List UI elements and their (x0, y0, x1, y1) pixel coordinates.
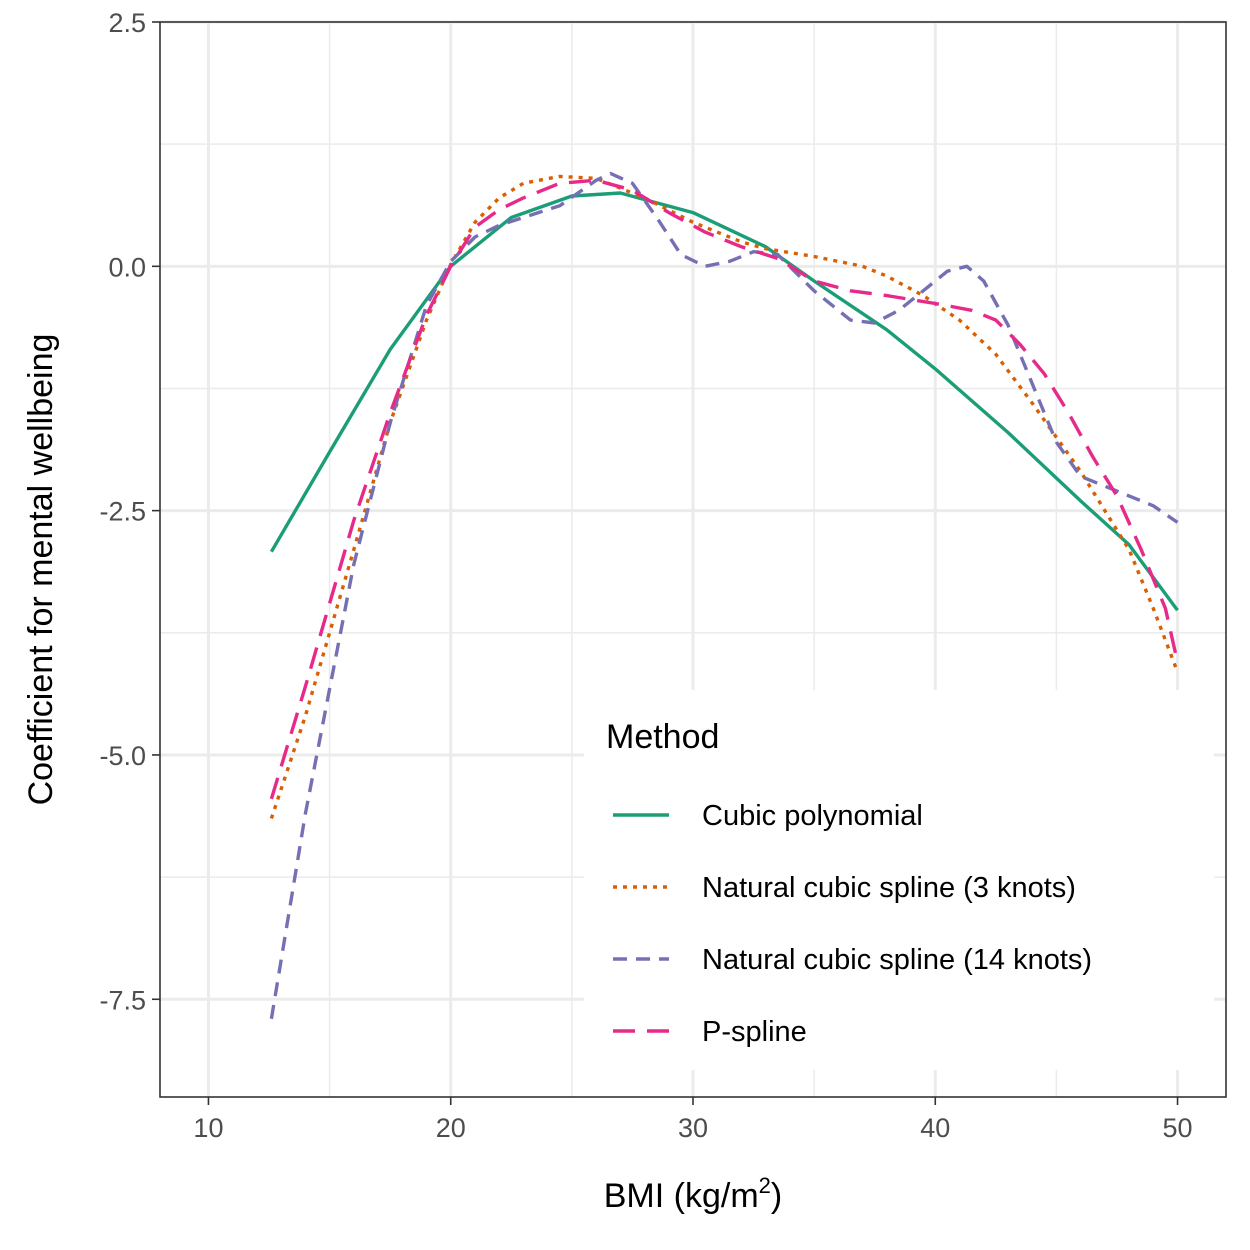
series-line-4 (269, 178, 1180, 800)
x-tick-label: 10 (193, 1113, 223, 1143)
legend-label-4: P-spline (702, 1016, 807, 1048)
x-tick-label: 50 (1163, 1113, 1193, 1143)
legend-label-2: Natural cubic spline (3 knots) (702, 872, 1076, 904)
y-tick-label: 2.5 (108, 8, 146, 38)
legend-label-3: Natural cubic spline (14 knots) (702, 944, 1092, 976)
x-axis-title-superscript: 2 (759, 1173, 771, 1198)
plot-series (269, 171, 1180, 1020)
axes: 10 20 30 40 50 2.5 0.0 -2.5 -5.0 -7.5 (99, 8, 1192, 1143)
legend-title: Method (606, 718, 719, 756)
y-tick-label: -2.5 (99, 497, 146, 527)
legend-background (584, 690, 1214, 1070)
x-tick-label: 40 (920, 1113, 950, 1143)
legend-label-1: Cubic polynomial (702, 800, 923, 832)
x-axis-title-main: BMI (kg/m (604, 1177, 759, 1215)
legend: Method Cubic polynomial Natural cubic spl… (606, 718, 1092, 1048)
y-tick-label: 0.0 (108, 252, 146, 282)
x-axis-title-end: ) (771, 1177, 782, 1215)
y-tick-label: -7.5 (99, 985, 146, 1015)
x-tick-label: 30 (678, 1113, 708, 1143)
series-line-1 (269, 191, 1179, 612)
x-tick-label: 20 (436, 1113, 466, 1143)
x-axis-title: BMI (kg/m2) (604, 1173, 782, 1215)
y-tick-label: -5.0 (99, 741, 146, 771)
y-axis-title: Coefficient for mental wellbeing (22, 334, 60, 806)
